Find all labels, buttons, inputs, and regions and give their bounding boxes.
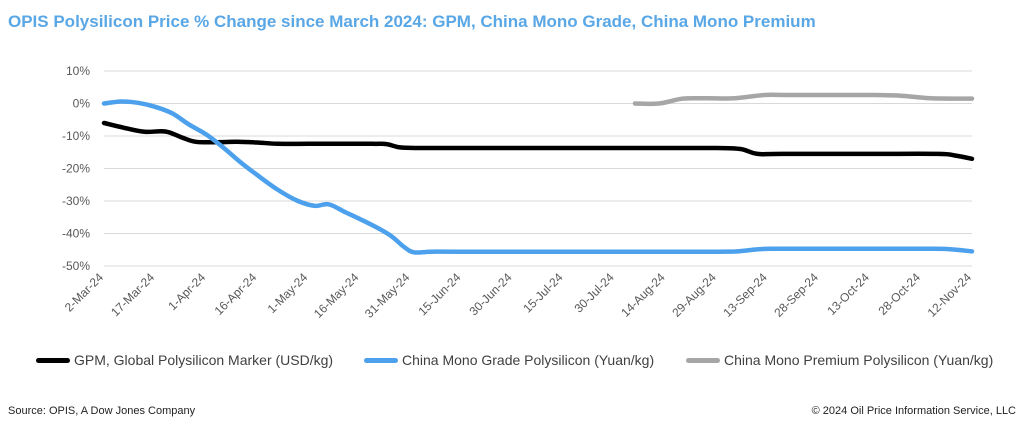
x-tick-label: 16-Apr-24 [212, 270, 260, 318]
series-lines [101, 92, 975, 255]
line-chart: 10% 0% -10% -20% -30% -40% -50% 2-Mar-24 17-Mar… [62, 64, 975, 321]
legend: GPM, Global Polysilicon Marker (USD/kg) … [0, 352, 1024, 372]
x-tick-label: 15-Jul-24 [520, 270, 566, 316]
y-tick-label: -10% [62, 129, 90, 143]
gridlines [104, 70, 972, 267]
series-line-mono-grade [101, 99, 975, 255]
x-tick-label: 15-Jun-24 [415, 270, 463, 318]
x-tick-label: 30-Jun-24 [466, 270, 514, 318]
x-tick-label: 28-Sep-24 [771, 270, 821, 320]
series-line-gpm [101, 120, 975, 162]
copyright-note: © 2024 Oil Price Information Service, LL… [811, 405, 1016, 417]
y-tick-label: -40% [62, 227, 90, 241]
legend-item-mono-premium: China Mono Premium Polysilicon (Yuan/kg) [686, 352, 993, 368]
legend-label-mono-grade: China Mono Grade Polysilicon (Yuan/kg) [402, 352, 655, 368]
x-tick-label: 14-Aug-24 [618, 270, 668, 320]
x-tick-label: 31-May-24 [362, 270, 413, 321]
x-tick-label: 30-Jul-24 [571, 270, 617, 316]
x-tick-label: 1-May-24 [265, 270, 311, 316]
legend-item-mono-grade: China Mono Grade Polysilicon (Yuan/kg) [364, 352, 654, 368]
legend-label-mono-premium: China Mono Premium Polysilicon (Yuan/kg) [724, 352, 994, 368]
legend-swatch-mono-grade [364, 357, 398, 363]
y-tick-label: -20% [62, 162, 90, 176]
x-axis-ticks: 2-Mar-24 17-Mar-24 1-Apr-24 16-Apr-24 1-May-… [62, 270, 975, 321]
chart-title: OPIS Polysilicon Price % Change since Ma… [8, 12, 816, 31]
source-note: Source: OPIS, A Dow Jones Company [8, 405, 196, 417]
x-tick-label: 17-Mar-24 [108, 270, 157, 319]
x-tick-label: 29-Aug-24 [669, 270, 719, 320]
x-tick-label: 16-May-24 [311, 270, 362, 321]
x-tick-label: 1-Apr-24 [165, 270, 208, 313]
legend-swatch-gpm [36, 357, 70, 363]
y-tick-label: -50% [62, 259, 90, 273]
x-tick-label: 13-Sep-24 [720, 270, 770, 320]
x-tick-label: 2-Mar-24 [62, 270, 107, 315]
series-line-mono-premium [632, 92, 975, 107]
x-tick-label: 28-Oct-24 [875, 270, 923, 318]
y-tick-label: 10% [66, 64, 90, 78]
legend-item-gpm: GPM, Global Polysilicon Marker (USD/kg) [36, 352, 333, 368]
legend-label-gpm: GPM, Global Polysilicon Marker (USD/kg) [74, 352, 334, 368]
x-tick-label: 13-Oct-24 [824, 270, 872, 318]
y-tick-label: 0% [73, 97, 91, 111]
y-axis-ticks: 10% 0% -10% -20% -30% -40% -50% [62, 64, 90, 273]
x-tick-label: 12-Nov-24 [925, 270, 975, 320]
y-tick-label: -30% [62, 194, 90, 208]
legend-swatch-mono-premium [686, 357, 720, 363]
